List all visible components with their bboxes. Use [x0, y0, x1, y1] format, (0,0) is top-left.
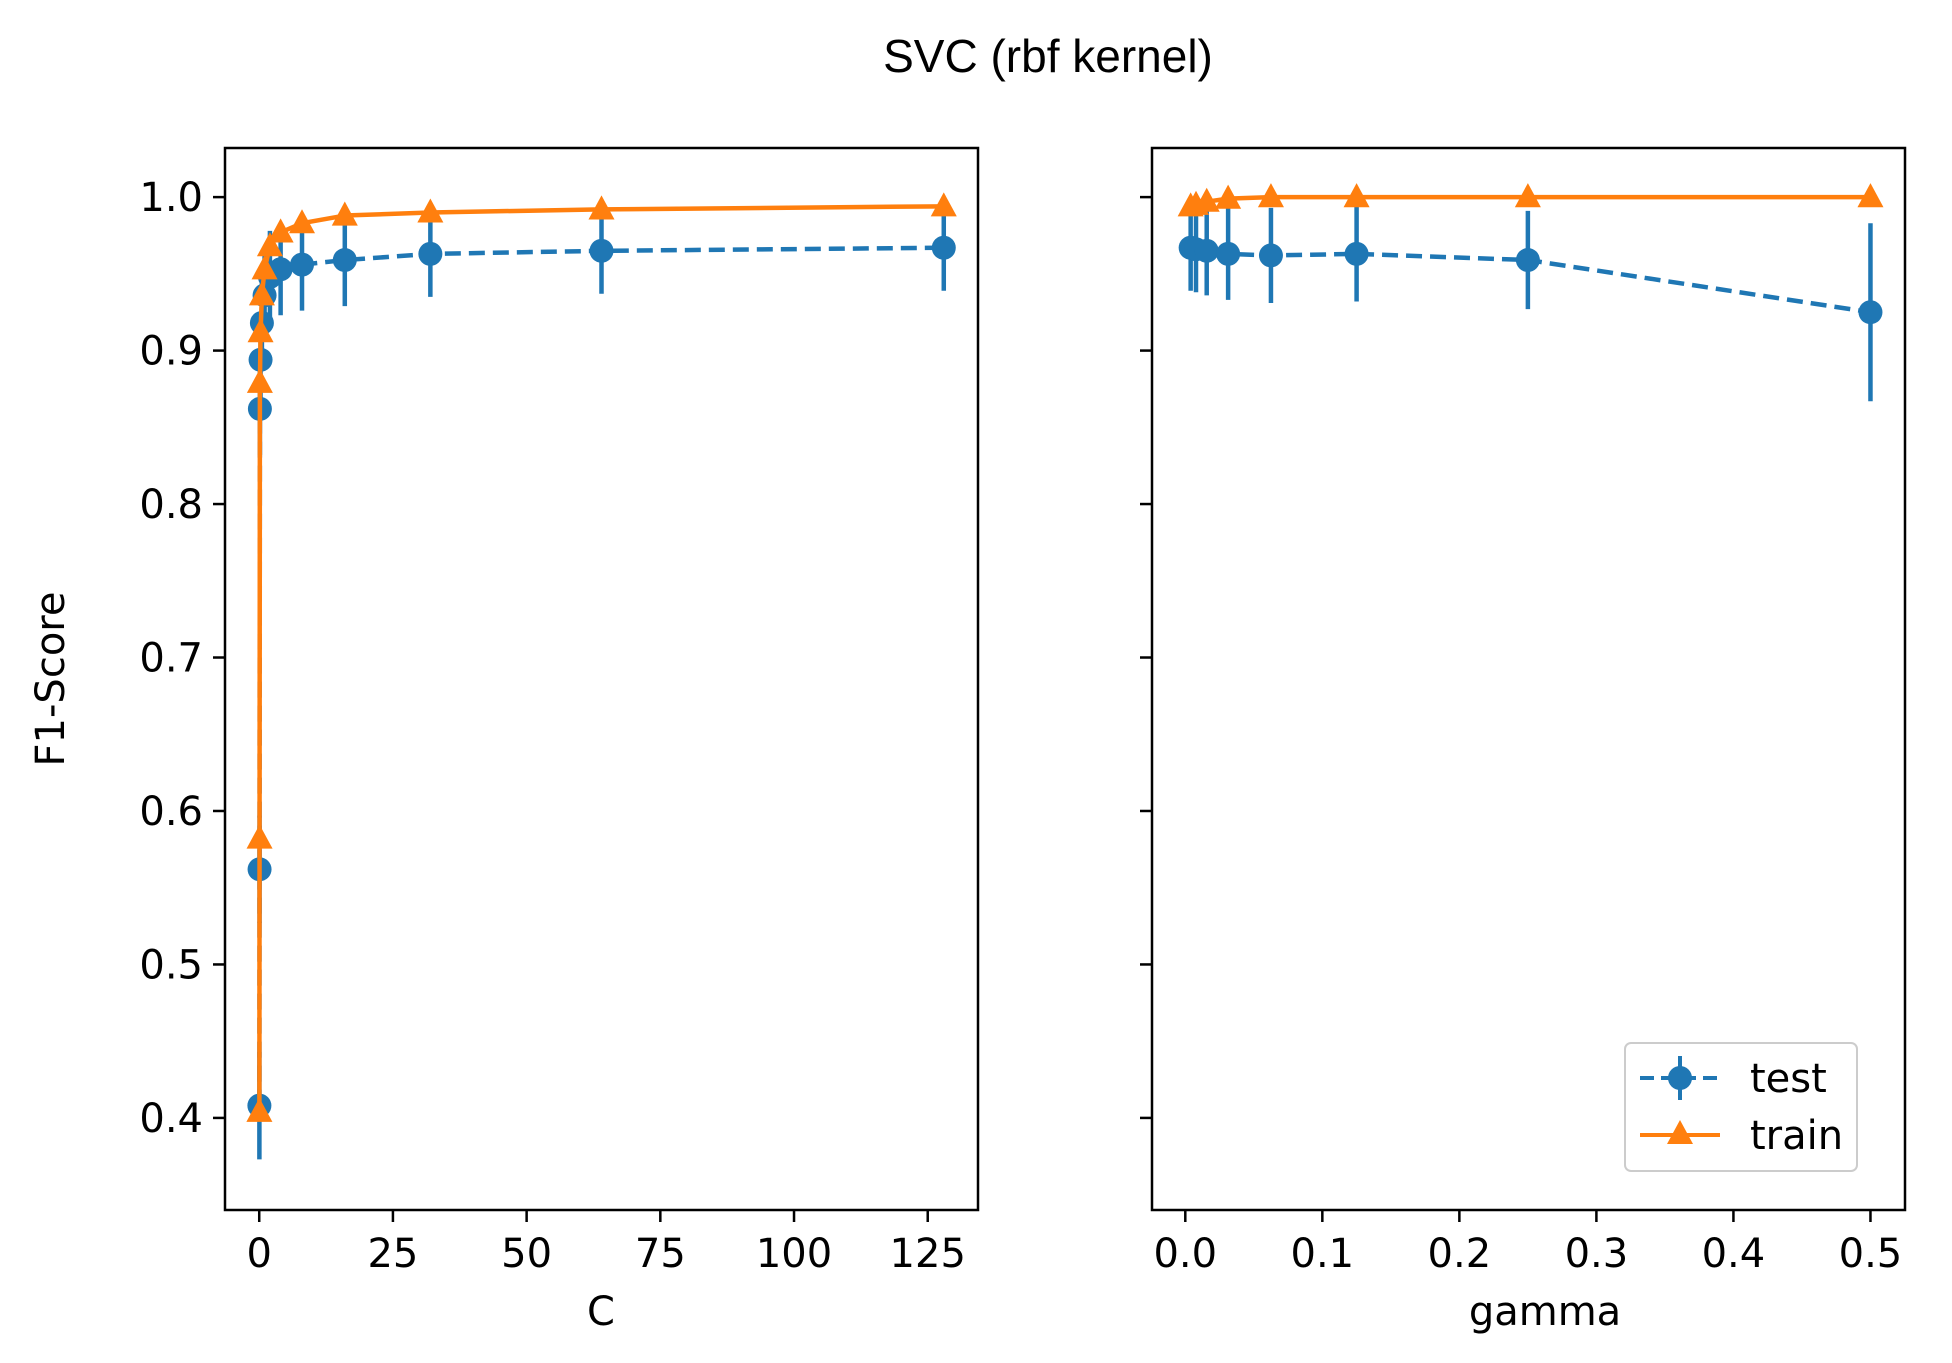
point-train: [1343, 183, 1370, 208]
x-tick-label-c: 100: [756, 1231, 832, 1277]
point-test: [1216, 241, 1241, 266]
line-test: [257, 245, 944, 1106]
x-tick-label-c: 50: [501, 1231, 552, 1277]
y-tick-label: 0.6: [139, 789, 203, 835]
series-test-gamma: [1178, 204, 1883, 402]
y-tick-label: 0.5: [139, 942, 203, 988]
point-test: [418, 241, 443, 266]
point-test: [1344, 241, 1369, 266]
point-test: [1515, 248, 1540, 273]
point-train: [246, 368, 273, 393]
point-train: [288, 209, 316, 234]
point-train: [1857, 183, 1884, 208]
x-tick-label-gamma: 0.0: [1153, 1231, 1217, 1277]
plot-area-gamma: [1177, 183, 1884, 402]
point-train: [1514, 183, 1541, 208]
point-test: [1258, 243, 1283, 268]
point-train: [930, 192, 957, 217]
point-train: [247, 318, 274, 343]
series-test-c: [247, 204, 956, 1160]
point-train: [246, 824, 273, 849]
series-train-c: [246, 192, 957, 1122]
subplot-c: 0 25 50 75 100 125 0.4 0.5 0.6 0.7 0.8 0.9 1.0 C F1…: [28, 146, 980, 1335]
point-train: [1215, 184, 1242, 209]
x-tick-label-gamma: 0.5: [1839, 1231, 1903, 1277]
y-tick-label: 0.9: [139, 329, 203, 375]
x-axis-gamma: 0.0 0.1 0.2 0.3 0.4 0.5: [1153, 1210, 1902, 1277]
point-test: [931, 235, 956, 260]
point-train: [1193, 187, 1220, 212]
point-test: [1858, 300, 1883, 325]
series-train-gamma: [1177, 183, 1884, 217]
point-train: [246, 1097, 273, 1122]
y-tick-label: 1.0: [139, 175, 203, 221]
point-train: [251, 255, 278, 280]
point-test: [1194, 238, 1219, 263]
plot-area-c: [246, 192, 957, 1160]
legend-marker-train: [1667, 1120, 1693, 1144]
y-axis-gamma: [1140, 195, 1152, 1120]
legend-marker-test: [1668, 1066, 1692, 1090]
legend-entry-train: train: [1640, 1113, 1843, 1159]
subplot-gamma: 0.0 0.1 0.2 0.3 0.4 0.5 gamma: [1140, 146, 1907, 1335]
axes-frame-gamma: [1150, 146, 1907, 1212]
x-tick-label-gamma: 0.2: [1428, 1231, 1492, 1277]
figure-title: SVC (rbf kernel): [883, 30, 1213, 82]
y-tick-label: 0.7: [139, 636, 203, 682]
point-train: [588, 195, 615, 220]
point-train: [256, 232, 283, 257]
y-tick-label: 0.8: [139, 482, 203, 528]
x-tick-label-c: 25: [367, 1231, 418, 1277]
legend-label-test: test: [1750, 1056, 1827, 1102]
point-test: [332, 248, 357, 273]
line-train: [257, 204, 944, 1112]
y-tick-label: 0.4: [139, 1096, 203, 1142]
point-train: [1257, 183, 1284, 208]
x-tick-label-c: 125: [890, 1231, 966, 1277]
x-axis-label-c: C: [587, 1289, 615, 1335]
point-train: [417, 198, 444, 223]
x-tick-label-c: 75: [635, 1231, 686, 1277]
point-train: [331, 201, 358, 226]
point-train: [267, 218, 294, 243]
legend: test train: [1624, 1042, 1858, 1172]
point-test: [589, 238, 614, 263]
x-tick-label-gamma: 0.1: [1291, 1231, 1355, 1277]
point-train: [248, 281, 275, 306]
legend-entry-test: test: [1640, 1056, 1827, 1102]
axes-frame-c: [223, 146, 980, 1212]
point-test: [290, 252, 315, 277]
x-tick-label-c: 0: [247, 1231, 272, 1277]
x-tick-label-gamma: 0.3: [1565, 1231, 1629, 1277]
x-tick-label-gamma: 0.4: [1702, 1231, 1766, 1277]
legend-label-train: train: [1750, 1113, 1843, 1159]
x-axis-label-gamma: gamma: [1469, 1289, 1621, 1335]
y-axis-label: F1-Score: [28, 592, 74, 767]
x-axis-c: 0 25 50 75 100 125: [247, 1210, 966, 1277]
y-axis-c: 0.4 0.5 0.6 0.7 0.8 0.9 1.0: [139, 175, 225, 1142]
